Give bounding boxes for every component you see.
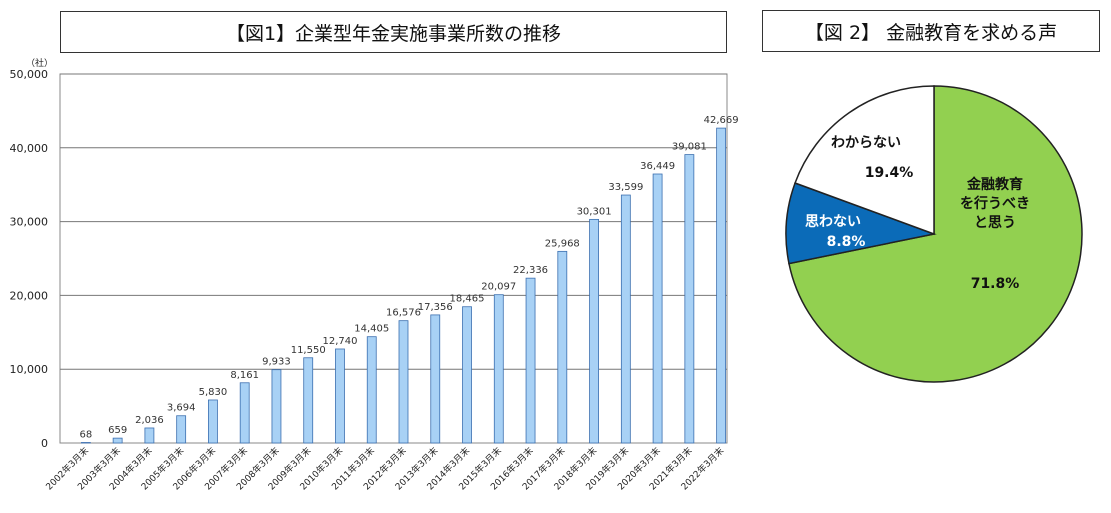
- bar-value-label: 3,694: [167, 403, 196, 414]
- pie-slice: [788, 85, 1083, 383]
- bar: [652, 173, 663, 444]
- bar-value-label: 2,036: [135, 415, 164, 426]
- y-tick-label: 10,000: [10, 363, 49, 376]
- pie-slice: [794, 85, 935, 236]
- pie-slice-label: と思う: [974, 215, 1016, 231]
- bar-value-label: 11,550: [291, 345, 326, 356]
- bar: [716, 127, 727, 444]
- bar-value-label: 8,161: [230, 370, 259, 381]
- pie-slice-value: 19.4%: [865, 165, 914, 181]
- bar: [493, 294, 504, 444]
- bar: [176, 415, 187, 444]
- bar: [366, 336, 377, 444]
- bar: [112, 437, 123, 444]
- y-tick-label: 20,000: [10, 289, 49, 302]
- bar-value-label: 14,405: [354, 324, 389, 335]
- bar-value-label: 659: [108, 425, 127, 436]
- bar-value-label: 16,576: [386, 308, 421, 319]
- y-tick-label: 40,000: [10, 142, 49, 155]
- bar: [525, 277, 536, 444]
- bar: [398, 320, 409, 444]
- bar-value-label: 25,968: [545, 238, 580, 249]
- bar-chart: 010,00020,00030,00040,00050,000（社）682002…: [10, 57, 739, 492]
- bar-value-label: 5,830: [199, 387, 228, 398]
- plot-area: [59, 73, 728, 444]
- y-tick-label: 30,000: [10, 216, 49, 229]
- bar: [208, 399, 218, 444]
- bar-value-label: 30,301: [577, 206, 612, 217]
- bar: [589, 218, 599, 444]
- pie-slice-value: 71.8%: [971, 276, 1020, 292]
- y-axis-unit-label: （社）: [26, 57, 53, 69]
- bar-value-label: 36,449: [640, 161, 675, 172]
- bar-value-label: 17,356: [418, 302, 453, 313]
- pie-slice-label: を行うべき: [960, 195, 1030, 212]
- bar: [239, 382, 250, 444]
- bar-value-label: 18,465: [450, 294, 485, 305]
- bar-value-label: 9,933: [262, 357, 291, 368]
- pie-slice-label: わからない: [831, 135, 901, 151]
- bar-value-label: 20,097: [481, 282, 516, 293]
- pie-chart-title: 【図 2】 金融教育を求める声: [762, 10, 1100, 52]
- bar: [335, 348, 345, 444]
- bar-value-label: 12,740: [322, 336, 357, 347]
- bar: [80, 442, 91, 444]
- y-tick-label: 50,000: [10, 68, 49, 81]
- pie-slice-label: 思わない: [805, 214, 861, 230]
- bar: [144, 427, 155, 444]
- bar-value-label: 68: [80, 429, 93, 440]
- bar-value-label: 22,336: [513, 265, 548, 276]
- bar-value-label: 33,599: [608, 182, 643, 193]
- bar: [557, 250, 568, 444]
- pie-slice-value: 8.8%: [827, 234, 866, 250]
- bar: [462, 306, 472, 444]
- bar-value-label: 42,669: [704, 115, 739, 126]
- pie-slice-label: 金融教育: [966, 176, 1023, 193]
- pie-slice: [785, 182, 937, 265]
- bar: [303, 357, 314, 444]
- bar-value-label: 39,081: [672, 142, 707, 153]
- bar-chart-title: 【図1】企業型年金実施事業所数の推移: [60, 11, 727, 53]
- bar: [271, 369, 282, 444]
- bar: [620, 194, 631, 444]
- y-tick-label: 0: [41, 437, 48, 450]
- bar: [684, 154, 695, 444]
- bar: [430, 314, 441, 444]
